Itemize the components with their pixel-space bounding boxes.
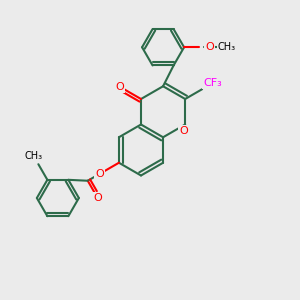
Text: O: O — [115, 82, 124, 92]
Text: O: O — [179, 126, 188, 136]
Text: O: O — [93, 193, 102, 202]
Text: CH₃: CH₃ — [218, 42, 236, 52]
Text: CF₃: CF₃ — [204, 78, 222, 88]
Text: O: O — [205, 42, 214, 52]
Text: O: O — [96, 169, 104, 179]
Text: CH₃: CH₃ — [25, 152, 43, 161]
